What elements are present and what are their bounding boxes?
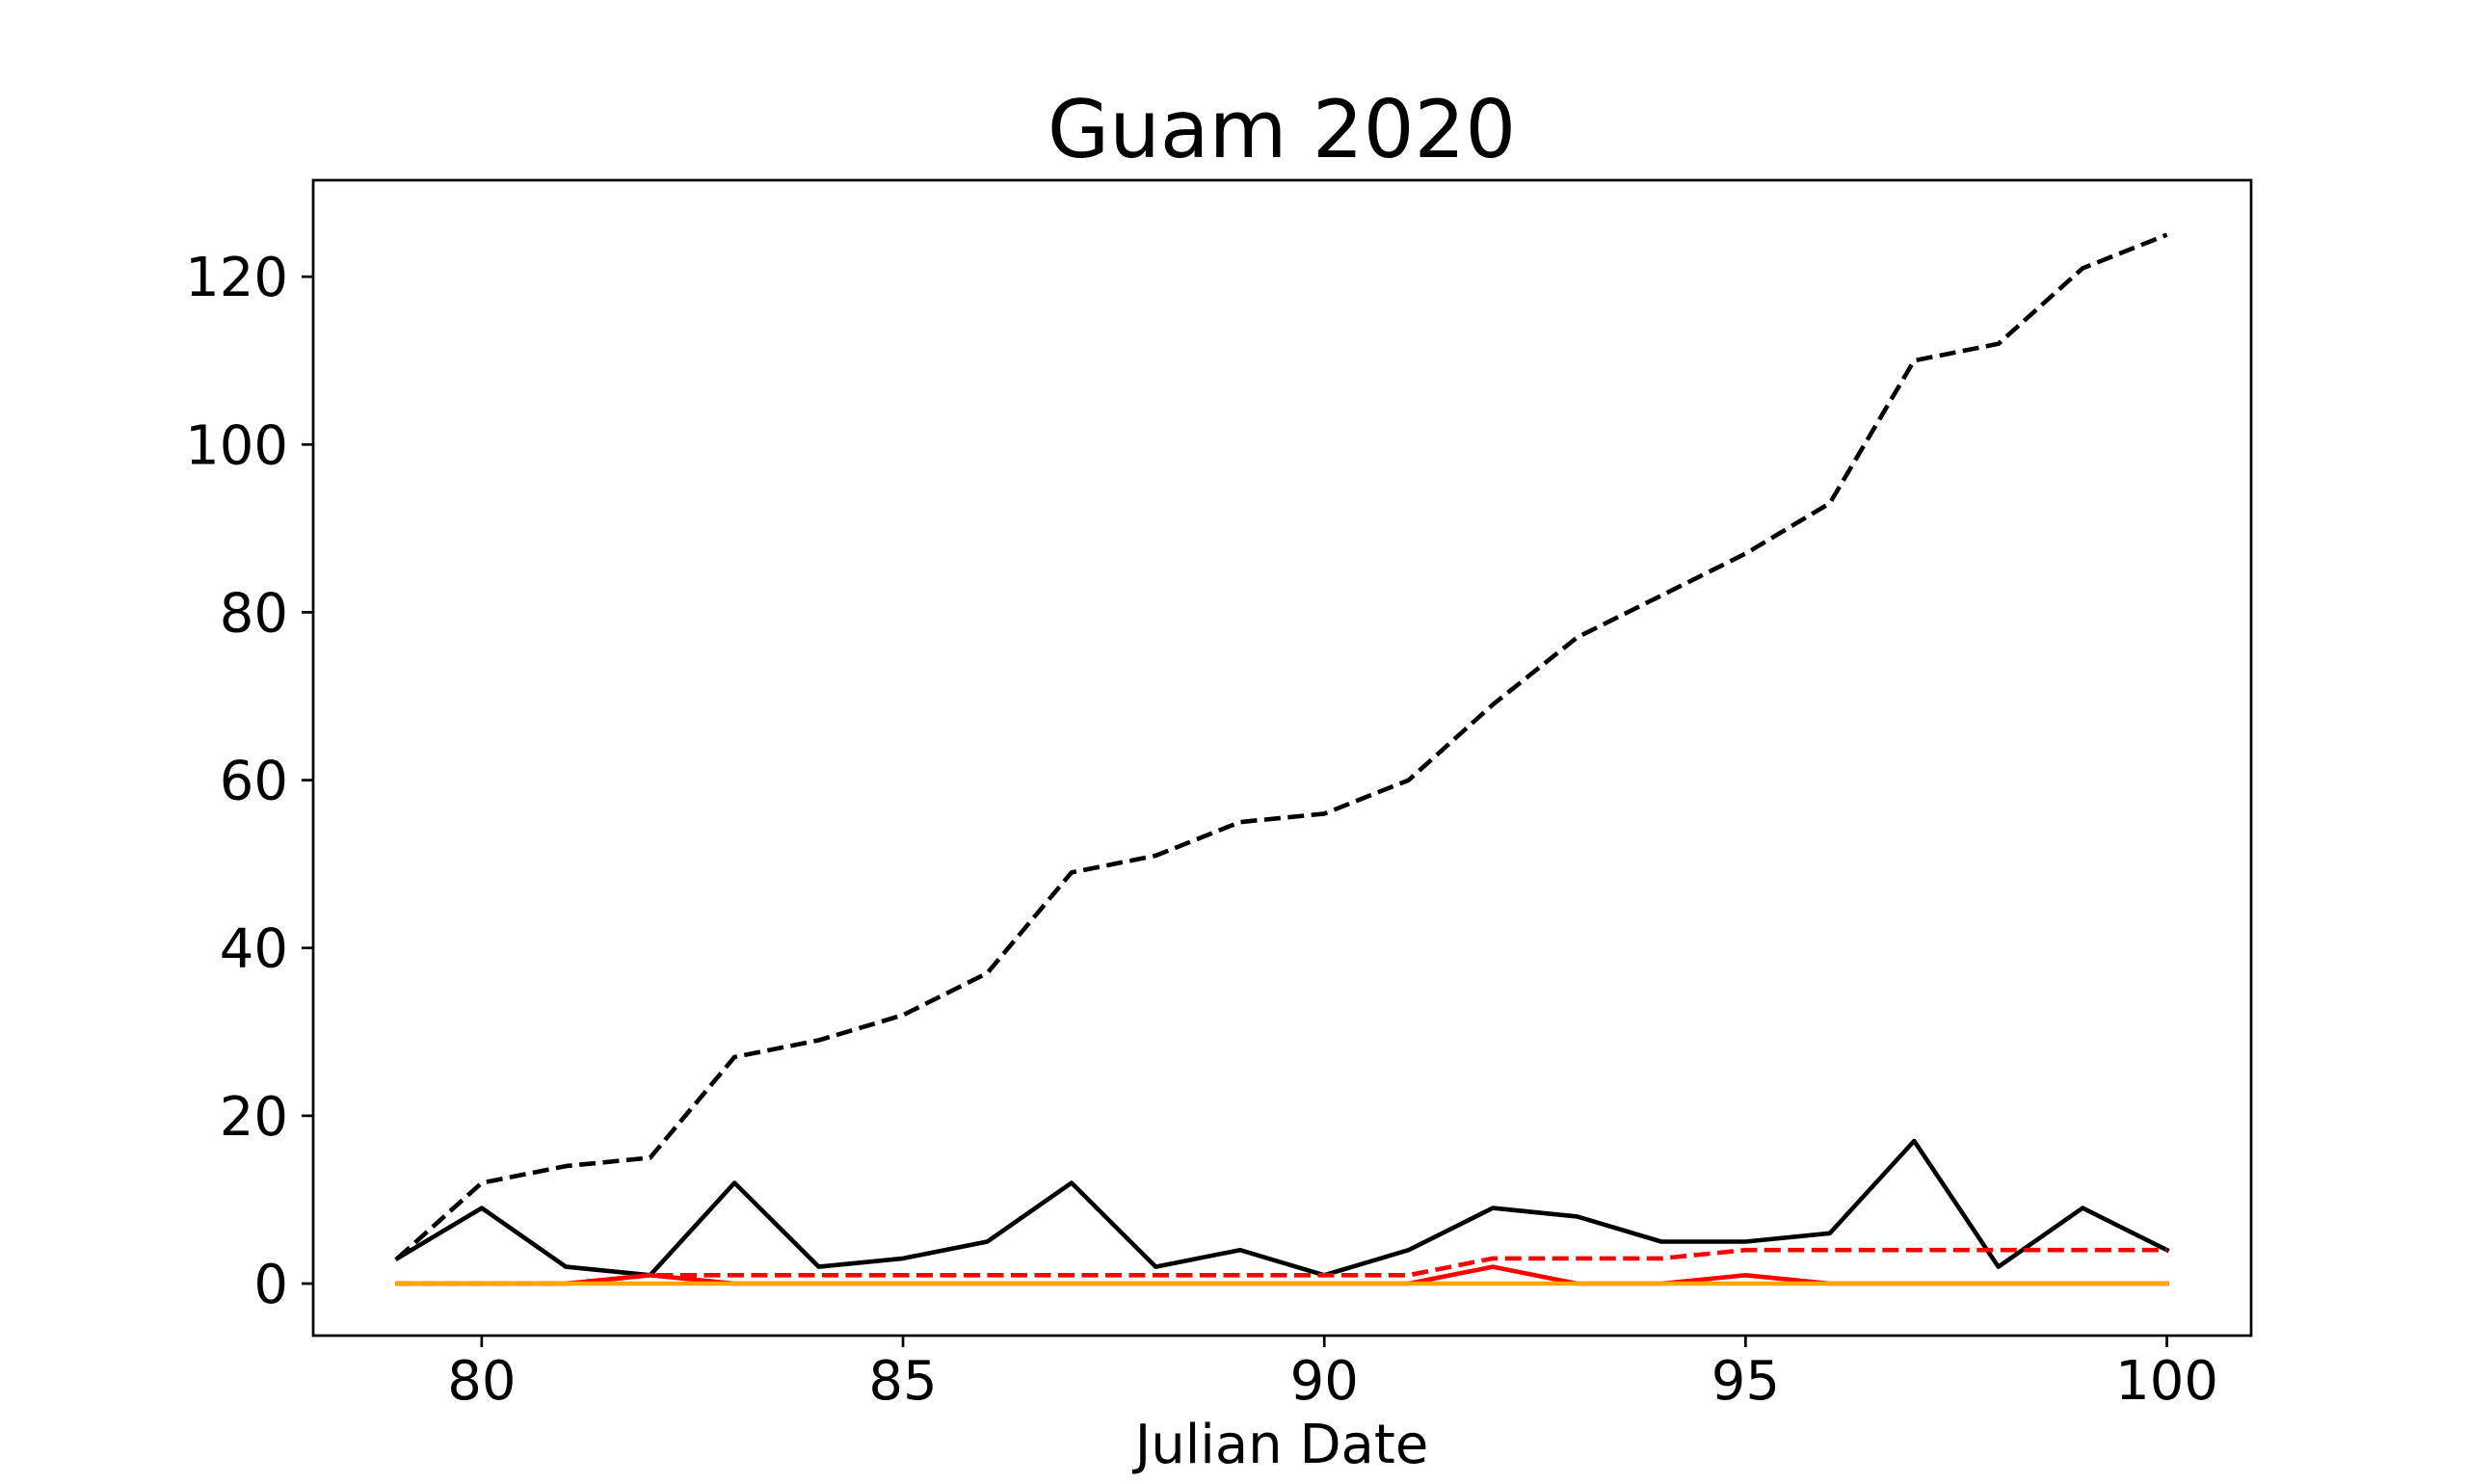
series-line-2 [394,1138,2170,1278]
y-tick-label-80: 80 [220,582,288,645]
y-tick-label-40: 40 [220,918,288,981]
x-tick-label-100: 100 [2115,1350,2218,1413]
x-tick-label-95: 95 [1711,1350,1780,1413]
chart-title: Guam 2020 [1048,83,1516,176]
x-tick-label-85: 85 [868,1350,937,1413]
series-line-1 [395,232,2168,1260]
y-tick-label-60: 60 [220,751,288,813]
y-tick-label-120: 120 [185,247,288,309]
series-layer [394,232,2170,1286]
plot-frame [311,178,2253,1338]
x-tick-label-90: 90 [1290,1350,1359,1413]
series-line-3 [397,1247,2167,1286]
x-tick-label-80: 80 [447,1350,516,1413]
y-tick-label-100: 100 [185,414,288,477]
y-tick-label-20: 20 [220,1086,288,1149]
axes-layer: 80 85 90 95 100 0 20 40 60 80 100 120 [185,178,2253,1413]
x-axis-label: Julian Date [1132,1414,1429,1476]
y-tick-label-0: 0 [253,1254,288,1316]
